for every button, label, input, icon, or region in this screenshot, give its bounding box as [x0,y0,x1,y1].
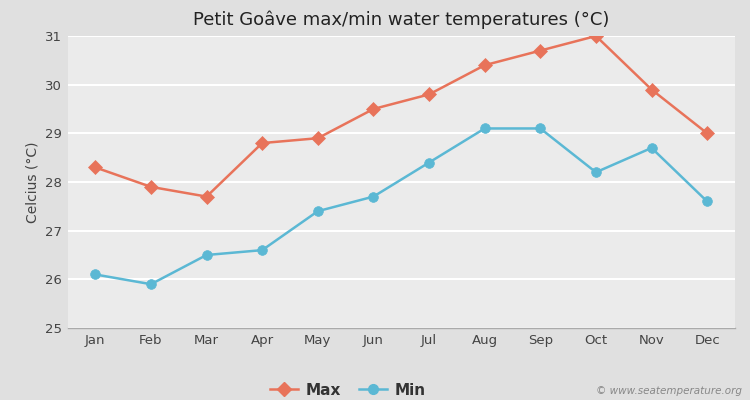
Title: Petit Goâve max/min water temperatures (°C): Petit Goâve max/min water temperatures (… [193,10,610,29]
Y-axis label: Celcius (°C): Celcius (°C) [26,141,40,223]
Text: © www.seatemperature.org: © www.seatemperature.org [596,386,742,396]
Legend: Max, Min: Max, Min [264,376,431,400]
